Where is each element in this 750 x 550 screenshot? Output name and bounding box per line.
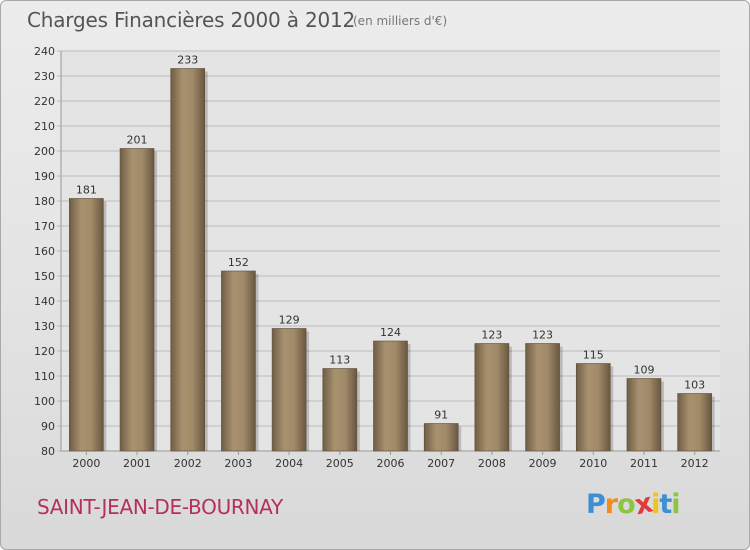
- logo-letter: t: [659, 489, 672, 520]
- proxiti-logo[interactable]: Proxiti: [586, 488, 681, 522]
- y-tick-label: 190: [34, 170, 55, 183]
- logo-letter: P: [586, 489, 606, 520]
- y-tick-label: 90: [41, 420, 55, 433]
- x-tick-label: 2004: [275, 457, 303, 470]
- x-tick-label: 2000: [72, 457, 100, 470]
- bar-value-label: 113: [329, 354, 350, 367]
- bar: [170, 68, 206, 452]
- y-tick-label: 160: [34, 245, 55, 258]
- x-tick-label: 2010: [579, 457, 607, 470]
- y-tick-label: 80: [41, 445, 55, 458]
- x-tick-label: 2002: [174, 457, 202, 470]
- bar: [221, 270, 256, 452]
- bar-value-label: 201: [127, 134, 148, 147]
- chart-subtitle: (en milliers d'€): [353, 14, 448, 28]
- y-tick-label: 220: [34, 95, 55, 108]
- bar-value-label: 123: [481, 329, 502, 342]
- logo-letter: i: [671, 489, 680, 520]
- x-tick-label: 2005: [326, 457, 354, 470]
- bar-value-label: 109: [633, 364, 654, 377]
- y-tick-label: 110: [34, 370, 55, 383]
- y-tick-label: 210: [34, 120, 55, 133]
- x-tick-label: 2007: [427, 457, 455, 470]
- bar: [423, 423, 459, 452]
- x-tick-label: 2006: [377, 457, 405, 470]
- logo-letter: i: [651, 489, 660, 520]
- bar-value-label: 91: [434, 409, 448, 422]
- y-tick-label: 180: [34, 195, 55, 208]
- bar: [677, 393, 712, 452]
- bar-value-label: 124: [380, 326, 401, 339]
- logo-letter: o: [617, 489, 636, 520]
- y-tick-label: 120: [34, 345, 55, 358]
- bar-value-label: 181: [76, 184, 97, 197]
- bar: [271, 328, 307, 452]
- bar: [575, 363, 611, 452]
- chart-title: Charges Financières 2000 à 2012: [27, 8, 356, 32]
- y-tick-label: 200: [34, 145, 55, 158]
- x-tick-label: 2001: [123, 457, 151, 470]
- town-name: SAINT-JEAN-DE-BOURNAY: [37, 495, 283, 519]
- bar: [69, 198, 104, 452]
- bar: [474, 343, 510, 452]
- bar: [626, 378, 662, 452]
- x-tick-label: 2009: [529, 457, 557, 470]
- y-tick-label: 130: [34, 320, 55, 333]
- y-tick-label: 100: [34, 395, 55, 408]
- x-tick-label: 2003: [224, 457, 252, 470]
- logo-letter: r: [604, 489, 618, 520]
- bar-value-label: 233: [177, 54, 198, 67]
- y-tick-label: 170: [34, 220, 55, 233]
- bar: [119, 148, 155, 452]
- bar: [525, 343, 560, 452]
- y-tick-label: 140: [34, 295, 55, 308]
- x-tick-label: 2011: [630, 457, 658, 470]
- y-tick-label: 150: [34, 270, 55, 283]
- bar-value-label: 123: [532, 329, 553, 342]
- bar-value-label: 129: [279, 314, 300, 327]
- bar-value-label: 115: [583, 349, 604, 362]
- y-tick-label: 240: [34, 45, 55, 58]
- bar-value-label: 152: [228, 256, 249, 269]
- bar: [373, 340, 408, 452]
- bar: [322, 368, 358, 452]
- bar-value-label: 103: [684, 379, 705, 392]
- x-tick-label: 2008: [478, 457, 506, 470]
- x-tick-label: 2012: [681, 457, 709, 470]
- y-tick-label: 230: [34, 70, 55, 83]
